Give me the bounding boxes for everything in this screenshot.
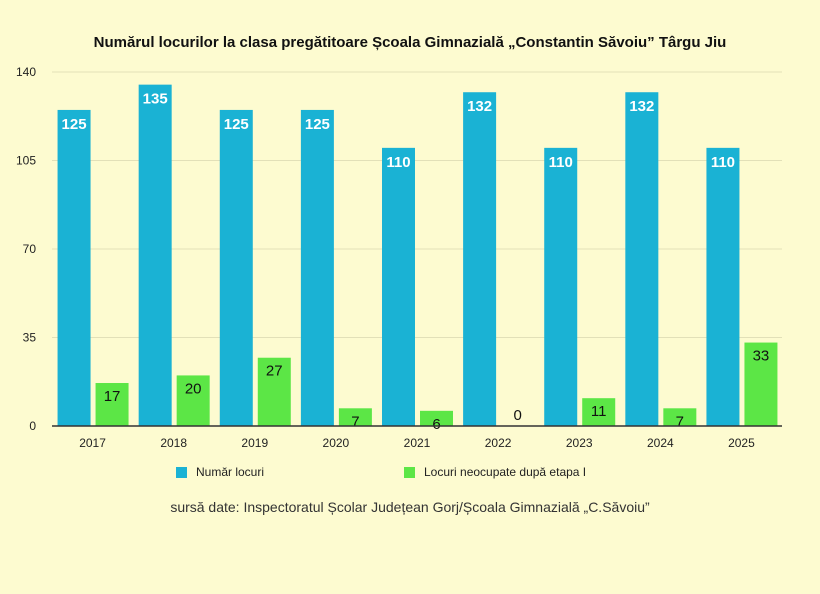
bar-number-seats: [219, 109, 253, 426]
bar-vacant-seats: [176, 375, 210, 426]
bar-value-label: 20: [185, 380, 202, 397]
source-note: sursă date: Inspectoratul Școlar Județea…: [170, 499, 650, 515]
bar-value-label: 11: [591, 403, 607, 420]
bar-value-label: 17: [104, 388, 121, 405]
bar-value-label: 125: [305, 116, 330, 133]
bar-number-seats: [300, 109, 334, 426]
legend-item-number-seats: Număr locuri: [176, 465, 264, 479]
legend-label-vacant-seats: Locuri neocupate după etapa I: [424, 465, 587, 479]
bar-value-label: 125: [224, 116, 249, 133]
bar-number-seats: [57, 109, 91, 426]
bar-vacant-seats: [338, 408, 372, 426]
legend-swatch-vacant-seats: [404, 466, 415, 478]
y-tick-label: 70: [23, 242, 37, 256]
bar-number-seats: [463, 92, 497, 426]
x-tick-label: 2021: [404, 436, 431, 450]
bar-value-label: 27: [266, 363, 283, 380]
bar-value-label: 6: [432, 416, 440, 433]
bar-vacant-seats: [95, 383, 129, 426]
x-tick-label: 2020: [323, 436, 350, 450]
x-tick-label: 2022: [485, 436, 512, 450]
y-tick-label: 35: [23, 331, 37, 345]
bar-number-seats: [625, 92, 659, 426]
legend-label-number-seats: Număr locuri: [196, 465, 265, 479]
bar-value-label: 132: [467, 98, 492, 115]
x-tick-label: 2018: [160, 436, 187, 450]
bar-value-label: 110: [711, 154, 735, 171]
bar-value-label: 0: [513, 407, 521, 424]
bar-vacant-seats: [663, 408, 697, 426]
x-tick-label: 2025: [728, 436, 755, 450]
y-tick-label: 140: [16, 65, 36, 79]
bar-number-seats: [138, 84, 172, 427]
bar-value-label: 7: [351, 413, 359, 430]
x-tick-label: 2019: [241, 436, 268, 450]
bar-value-label: 33: [753, 348, 770, 365]
bar-vacant-seats: [744, 342, 778, 426]
bar-number-seats: [544, 147, 578, 426]
x-tick-label: 2023: [566, 436, 593, 450]
bar-value-label: 110: [386, 154, 410, 171]
bar-vacant-seats: [420, 410, 453, 426]
bar-value-label: 110: [549, 154, 573, 171]
bar-number-seats: [706, 147, 740, 426]
legend-item-vacant-seats: Locuri neocupate după etapa I: [404, 465, 586, 479]
bar-value-label: 135: [143, 91, 168, 108]
x-tick-label: 2017: [79, 436, 106, 450]
bar-value-label: 7: [676, 413, 684, 430]
legend-swatch-number-seats: [176, 466, 187, 478]
bar-vacant-seats: [582, 398, 616, 426]
bar-vacant-seats: [257, 357, 291, 426]
bar-value-label: 132: [629, 98, 654, 115]
bar-number-seats: [382, 147, 415, 426]
bar-value-label: 125: [62, 116, 87, 133]
y-tick-label: 0: [29, 419, 36, 433]
x-tick-label: 2024: [647, 436, 674, 450]
y-tick-label: 105: [16, 154, 36, 168]
chart-title: Numărul locurilor la clasa pregătitoare …: [93, 34, 727, 51]
